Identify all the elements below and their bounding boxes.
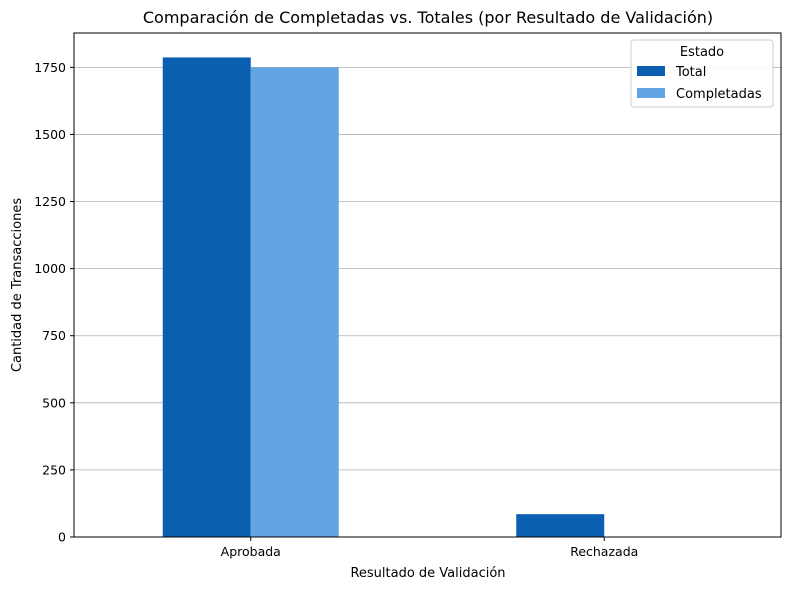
x-tick-label: Aprobada: [221, 544, 281, 559]
x-axis-label: Resultado de Validación: [350, 566, 505, 581]
y-tick-label: 1000: [34, 261, 66, 276]
y-tick-label: 1250: [34, 194, 66, 209]
y-tick-label: 1750: [34, 60, 66, 75]
chart-title: Comparación de Completadas vs. Totales (…: [143, 8, 713, 27]
y-tick-label: 500: [42, 395, 66, 410]
y-axis: 0 250 500 750 1000 1250 1500 1750: [34, 60, 74, 545]
legend-swatch-total: [637, 66, 665, 76]
bar-total-rechazada: [516, 514, 605, 537]
y-tick-label: 750: [42, 328, 66, 343]
x-axis: Aprobada Rechazada: [221, 537, 638, 559]
y-tick-label: 1500: [34, 127, 66, 142]
y-tick-label: 0: [58, 530, 66, 545]
bars: [162, 57, 605, 538]
legend-label-completadas: Completadas: [676, 87, 762, 102]
legend-title: Estado: [680, 45, 724, 60]
legend-swatch-completadas: [637, 88, 665, 98]
bar-total-aprobada: [162, 57, 251, 538]
legend-box: [630, 39, 774, 108]
bar-completadas-aprobada: [250, 67, 339, 537]
x-tick-label: Rechazada: [570, 544, 638, 559]
y-tick-label: 250: [42, 462, 66, 477]
y-axis-label: Cantidad de Transacciones: [10, 198, 25, 372]
plot-frame: [73, 32, 782, 538]
legend: Estado Total Completadas: [630, 39, 774, 108]
legend-label-total: Total: [675, 65, 706, 80]
